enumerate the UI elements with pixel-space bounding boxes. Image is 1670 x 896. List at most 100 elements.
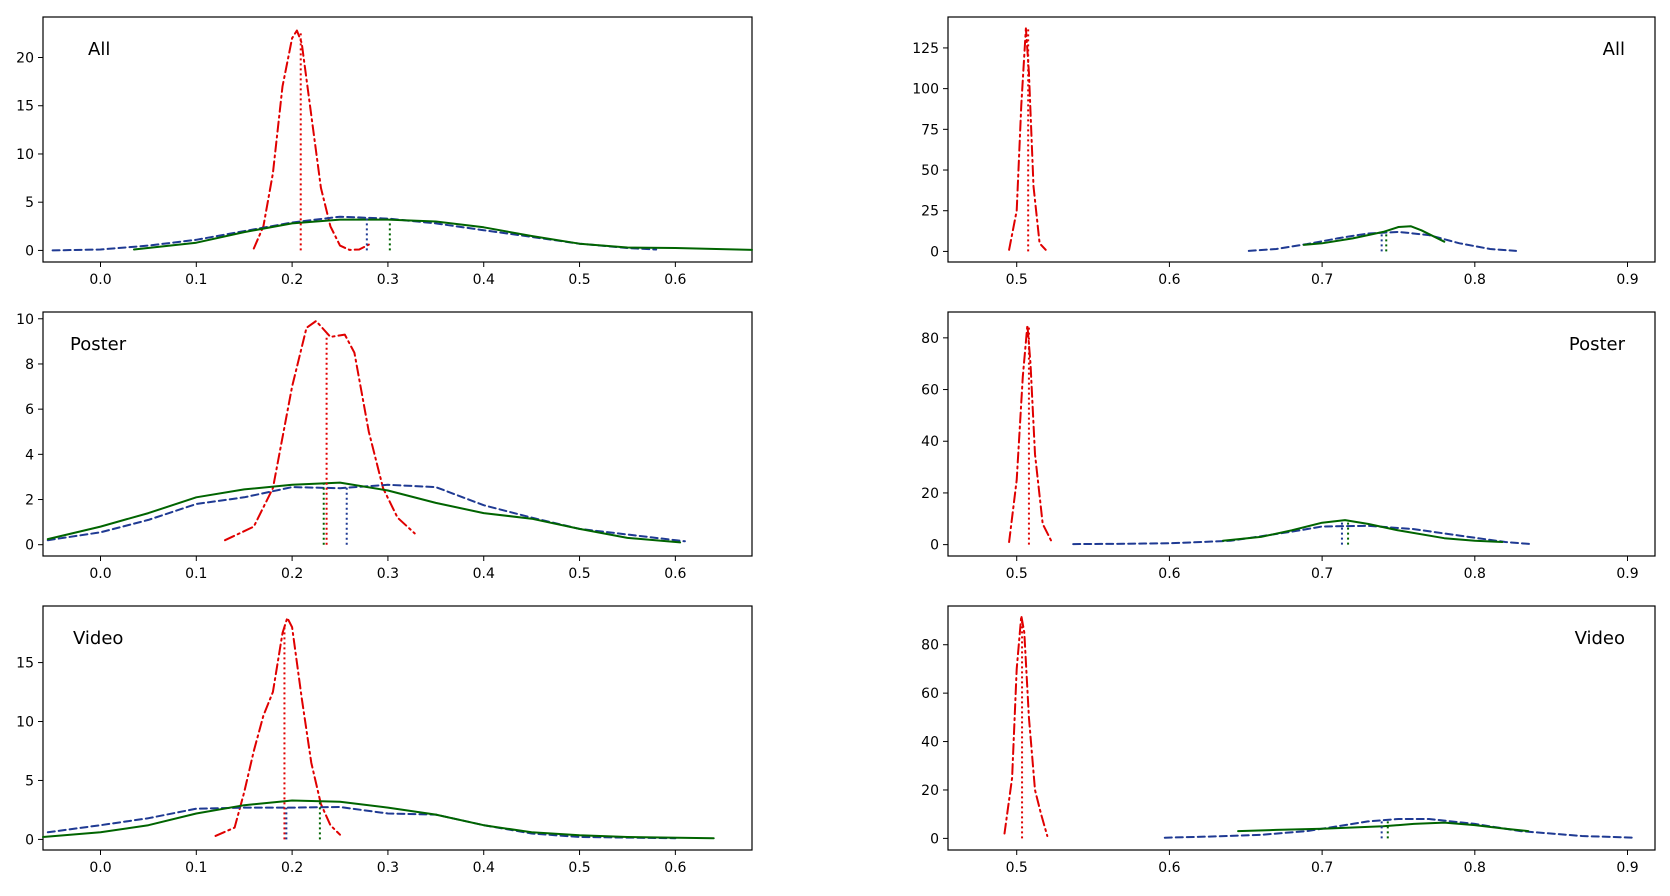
x-tick-label: 0.9 xyxy=(1616,566,1638,582)
y-tick-label: 0 xyxy=(930,831,939,847)
series-line-dashdot xyxy=(252,29,370,251)
y-tick-label: 15 xyxy=(16,99,34,115)
y-tick-label: 0 xyxy=(930,538,939,554)
y-tick-label: 6 xyxy=(25,402,34,418)
chart-panel-poster-left: 0.0 0.1 0.2 0.3 0.4 0.5 0.6 0 2 4 6 8 10 Poster xyxy=(16,311,753,582)
y-tick-label: 10 xyxy=(16,715,34,731)
axes-frame xyxy=(947,605,1656,851)
x-tick-label: 0.5 xyxy=(568,860,590,876)
chart-panel-all-left: 0.0 0.1 0.2 0.3 0.4 0.5 0.6 0 5 10 15 20 All xyxy=(16,16,753,288)
x-tick-label: 0.8 xyxy=(1464,566,1486,582)
x-tick-label: 0.2 xyxy=(281,860,303,876)
series-line-dashdot xyxy=(1008,323,1053,543)
y-tick-label: 8 xyxy=(25,357,34,373)
axes-frame xyxy=(42,311,753,557)
x-tick-label: 0.6 xyxy=(1158,272,1180,288)
axes-frame xyxy=(947,16,1656,263)
x-tick-label: 0.6 xyxy=(664,860,686,876)
series-line-dashed xyxy=(1163,818,1637,839)
chart-panel-poster-right: 0.5 0.6 0.7 0.8 0.9 0 20 40 60 80 Poster xyxy=(921,311,1656,582)
x-tick-label: 0.6 xyxy=(1158,566,1180,582)
series-line-dashed xyxy=(46,806,677,840)
y-tick-label: 0 xyxy=(930,244,939,260)
y-tick-label: 60 xyxy=(921,383,939,399)
x-tick-label: 0.6 xyxy=(664,566,686,582)
x-tick-label: 0.1 xyxy=(185,566,207,582)
x-tick-label: 0.5 xyxy=(568,566,590,582)
y-tick-label: 100 xyxy=(912,82,939,98)
x-tick-label: 0.8 xyxy=(1464,860,1486,876)
y-tick-label: 2 xyxy=(25,493,34,509)
panel-label: Video xyxy=(73,628,123,649)
panel-label: Video xyxy=(1575,628,1625,649)
y-tick-label: 125 xyxy=(912,41,939,57)
panel-label: All xyxy=(88,39,110,60)
y-tick-label: 20 xyxy=(921,486,939,502)
x-tick-label: 0.4 xyxy=(473,566,495,582)
axes-frame xyxy=(42,605,753,851)
chart-panel-all-right: 0.5 0.6 0.7 0.8 0.9 0 25 50 75 100 125 All xyxy=(912,16,1656,288)
axes-frame xyxy=(947,311,1656,557)
x-tick-label: 0.0 xyxy=(89,566,111,582)
series-line-dashdot xyxy=(224,320,416,542)
series-line-solid xyxy=(42,799,715,840)
x-tick-label: 0.5 xyxy=(1006,860,1028,876)
panel-label: All xyxy=(1603,39,1625,60)
series-line-solid xyxy=(46,481,682,544)
series-line-dashed xyxy=(51,215,658,252)
x-tick-label: 0.5 xyxy=(1006,566,1028,582)
y-tick-label: 20 xyxy=(16,51,34,67)
y-tick-label: 0 xyxy=(25,832,34,848)
x-tick-label: 0.4 xyxy=(473,272,495,288)
y-tick-label: 0 xyxy=(25,538,34,554)
x-tick-label: 0.8 xyxy=(1464,272,1486,288)
y-tick-label: 25 xyxy=(921,204,939,220)
series-line-dashed xyxy=(1072,524,1533,546)
y-tick-label: 60 xyxy=(921,686,939,702)
y-tick-label: 15 xyxy=(16,656,34,672)
chart-panel-video-right: 0.5 0.6 0.7 0.8 0.9 0 20 40 60 80 Video xyxy=(921,605,1656,876)
series-line-dashdot xyxy=(1003,614,1049,837)
series-line-solid xyxy=(1221,519,1504,543)
x-tick-label: 0.2 xyxy=(281,566,303,582)
x-tick-label: 0.5 xyxy=(1006,272,1028,288)
x-tick-label: 0.3 xyxy=(377,860,399,876)
series-line-dashdot xyxy=(1008,27,1047,251)
y-tick-label: 10 xyxy=(16,312,34,328)
x-tick-label: 0.7 xyxy=(1311,566,1333,582)
y-tick-label: 40 xyxy=(921,735,939,751)
panel-label: Poster xyxy=(70,334,127,355)
y-tick-label: 50 xyxy=(921,163,939,179)
y-tick-label: 5 xyxy=(25,195,34,211)
chart-panel-video-left: 0.0 0.1 0.2 0.3 0.4 0.5 0.6 0 5 10 15 Video xyxy=(16,605,753,876)
y-tick-label: 80 xyxy=(921,638,939,654)
x-tick-label: 0.6 xyxy=(664,272,686,288)
x-tick-label: 0.0 xyxy=(89,860,111,876)
series-line-dashed xyxy=(46,483,686,543)
x-tick-label: 0.9 xyxy=(1616,860,1638,876)
x-tick-label: 0.1 xyxy=(185,860,207,876)
y-tick-label: 75 xyxy=(921,122,939,138)
y-tick-label: 4 xyxy=(25,447,34,463)
y-tick-label: 80 xyxy=(921,331,939,347)
y-tick-label: 40 xyxy=(921,434,939,450)
x-tick-label: 0.2 xyxy=(281,272,303,288)
y-tick-label: 10 xyxy=(16,147,34,163)
x-tick-label: 0.3 xyxy=(377,272,399,288)
x-tick-label: 0.3 xyxy=(377,566,399,582)
x-tick-label: 0.5 xyxy=(568,272,590,288)
axes-frame xyxy=(42,16,753,263)
x-tick-label: 0.9 xyxy=(1616,272,1638,288)
series-line-solid xyxy=(1237,821,1530,833)
y-tick-label: 20 xyxy=(921,783,939,799)
y-tick-label: 0 xyxy=(25,243,34,259)
x-tick-label: 0.7 xyxy=(1311,272,1333,288)
x-tick-label: 0.6 xyxy=(1158,860,1180,876)
x-tick-label: 0.1 xyxy=(185,272,207,288)
panel-label: Poster xyxy=(1569,334,1626,355)
x-tick-label: 0.7 xyxy=(1311,860,1333,876)
series-line-dashdot xyxy=(214,616,341,837)
series-line-solid xyxy=(1302,225,1446,246)
y-tick-label: 5 xyxy=(25,773,34,789)
